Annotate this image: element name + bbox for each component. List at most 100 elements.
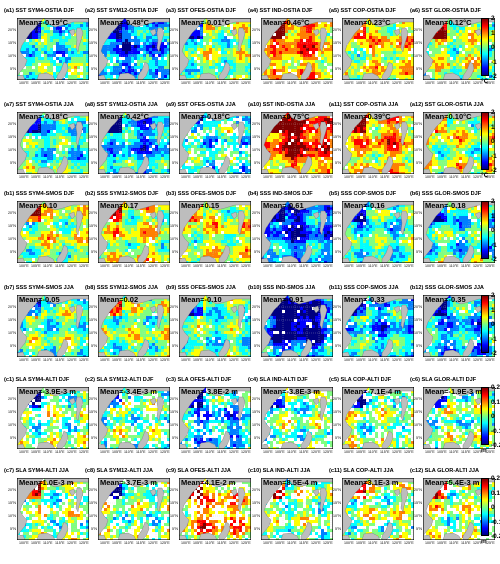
map-panel — [98, 18, 170, 80]
bias-cell — [432, 48, 435, 51]
bias-cell — [143, 133, 146, 136]
bias-cell — [50, 166, 53, 169]
bias-cell — [161, 78, 164, 80]
bias-cell — [164, 36, 167, 39]
bias-cell — [143, 33, 146, 36]
bias-cell — [119, 24, 122, 27]
landmass — [68, 28, 76, 37]
bias-cell — [381, 51, 384, 54]
bias-cell — [128, 24, 131, 27]
bias-cell — [152, 115, 155, 118]
bias-cell — [197, 45, 200, 48]
bias-cell — [188, 66, 191, 69]
bias-cell — [318, 69, 321, 72]
bias-cell — [492, 48, 495, 51]
bias-cell — [221, 148, 224, 151]
bias-cell — [113, 66, 116, 69]
mean-label: Mean=0.23°C — [344, 18, 391, 27]
bias-cell — [366, 48, 369, 51]
landmass — [280, 72, 300, 80]
bias-cell — [116, 130, 119, 133]
bias-cell — [125, 148, 128, 151]
bias-cell — [239, 172, 242, 174]
bias-cell — [291, 51, 294, 54]
bias-cell — [297, 72, 300, 75]
panel-frame — [423, 18, 495, 80]
bias-cell — [390, 36, 393, 39]
bias-cell — [23, 48, 26, 51]
bias-cell — [209, 24, 212, 27]
bias-cell — [297, 154, 300, 157]
bias-cell — [354, 54, 357, 57]
bias-cell — [155, 145, 158, 148]
bias-cell — [447, 48, 450, 51]
bias-cell — [71, 57, 74, 60]
bias-cell — [312, 121, 315, 124]
bias-cell — [456, 36, 459, 39]
bias-cell — [122, 54, 125, 57]
bias-cell — [360, 51, 363, 54]
panel-frame — [342, 18, 414, 80]
bias-cell — [41, 57, 44, 60]
bias-cell — [273, 75, 276, 78]
bias-cell — [297, 39, 300, 42]
bias-cell — [393, 42, 396, 45]
bias-cell — [140, 48, 143, 51]
bias-cell — [134, 133, 137, 136]
bias-cell — [62, 45, 65, 48]
panel-title: (a1) SST SYM4-OSTIA DJF — [4, 8, 75, 14]
bias-cell — [128, 33, 131, 36]
bias-cell — [74, 139, 77, 142]
bias-cell — [218, 30, 221, 33]
bias-cell — [435, 51, 438, 54]
bias-cell — [303, 45, 306, 48]
bias-cell — [248, 136, 251, 139]
bias-cell — [101, 145, 104, 148]
bias-cell — [20, 142, 23, 145]
bias-cell — [161, 24, 164, 27]
bias-cell — [402, 72, 405, 75]
bias-cell — [435, 66, 438, 69]
bias-cell — [164, 127, 167, 130]
bias-cell — [477, 48, 480, 51]
bias-cell — [68, 169, 71, 172]
bias-cell — [155, 75, 158, 78]
bias-cell — [188, 151, 191, 154]
bias-cell — [324, 172, 327, 174]
bias-cell — [32, 45, 35, 48]
bias-cell — [29, 45, 32, 48]
bias-cell — [146, 151, 149, 154]
bias-cell — [309, 42, 312, 45]
bias-cell — [444, 27, 447, 30]
bias-cell — [155, 115, 158, 118]
bias-cell — [167, 21, 170, 24]
bias-cell — [492, 27, 495, 30]
bias-cell — [315, 166, 318, 169]
bias-cell — [453, 42, 456, 45]
bias-cell — [276, 42, 279, 45]
landmass — [423, 18, 451, 77]
bias-cell — [71, 142, 74, 145]
bias-cell — [279, 78, 282, 80]
bias-cell — [360, 48, 363, 51]
bias-cell — [197, 139, 200, 142]
bias-cell — [432, 72, 435, 75]
bias-cell — [119, 63, 122, 66]
bias-cell — [294, 124, 297, 127]
bias-cell — [351, 39, 354, 42]
bias-cell — [309, 48, 312, 51]
bias-cell — [134, 166, 137, 169]
bias-cell — [408, 21, 411, 24]
bias-cell — [245, 57, 248, 60]
landmass — [237, 121, 246, 147]
bias-cell — [77, 169, 80, 172]
bias-cell — [357, 69, 360, 72]
bias-cell — [128, 136, 131, 139]
bias-cell — [245, 48, 248, 51]
bias-cell — [80, 39, 83, 42]
bias-cell — [50, 39, 53, 42]
bias-cell — [215, 30, 218, 33]
bias-cell — [468, 78, 471, 80]
bias-cell — [188, 54, 191, 57]
landmass — [124, 18, 170, 28]
